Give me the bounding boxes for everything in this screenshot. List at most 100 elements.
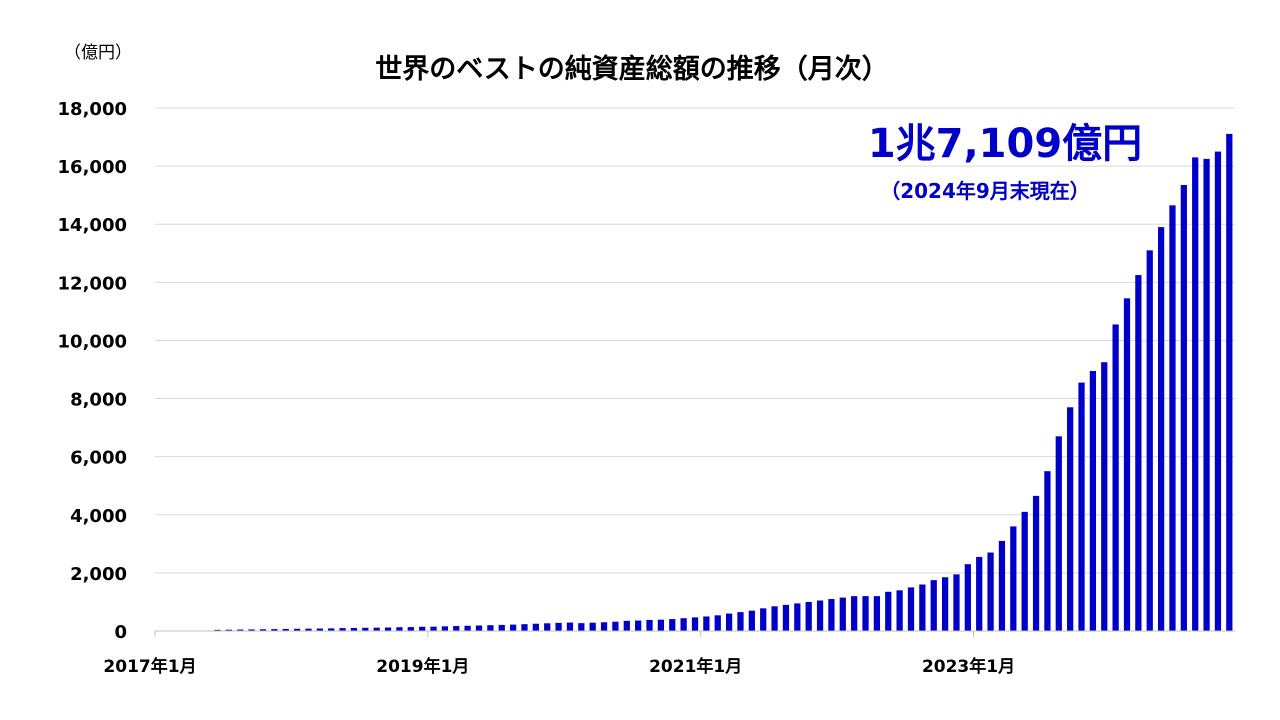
y-tick-label: 2,000 [70, 564, 127, 585]
bar [600, 622, 608, 631]
bar [851, 596, 858, 631]
bar [1180, 184, 1187, 631]
bar [953, 574, 960, 631]
gridlines [155, 107, 1235, 574]
bar [237, 629, 244, 631]
bar [828, 599, 835, 631]
annotation-value: 1兆7,109億円 [868, 121, 1142, 167]
bar [1226, 133, 1233, 632]
bar [930, 580, 937, 631]
bar [362, 627, 369, 631]
y-tick-label: 4,000 [70, 506, 127, 527]
bar [578, 623, 585, 631]
bar [919, 584, 926, 631]
bar [384, 627, 392, 631]
bar [623, 620, 630, 631]
bar [612, 621, 619, 631]
bar [907, 587, 915, 631]
bar [305, 628, 312, 631]
bar [1135, 275, 1142, 631]
bar [862, 596, 869, 631]
bar [1055, 436, 1062, 631]
bar [555, 622, 562, 631]
bar [839, 597, 846, 631]
bars [214, 133, 1233, 632]
x-tick-label: 2023年1月 [922, 656, 1015, 677]
x-axis-ticks: 2017年1月 2019年1月 2021年1月 2023年1月 [103, 631, 1015, 677]
bar [771, 606, 778, 631]
bar [544, 623, 551, 631]
bar [1146, 250, 1153, 631]
bar [1021, 511, 1028, 631]
bar [259, 629, 267, 631]
bar [293, 628, 301, 631]
bar [1010, 526, 1017, 631]
bar [680, 618, 687, 631]
bar [691, 617, 699, 631]
bar [657, 619, 665, 631]
bar [669, 619, 676, 631]
y-tick-label: 12,000 [58, 273, 127, 294]
bar [214, 629, 221, 631]
bar [396, 627, 403, 631]
bar [805, 601, 812, 631]
y-tick-label: 10,000 [58, 331, 127, 352]
bar [509, 624, 517, 631]
bar [1044, 471, 1051, 631]
bar [589, 622, 596, 631]
y-tick-label: 0 [114, 622, 127, 643]
bar [271, 629, 278, 631]
y-tick-label: 14,000 [58, 215, 127, 236]
bar [1067, 407, 1074, 631]
bar [350, 627, 358, 631]
bar [737, 612, 744, 631]
bar [1101, 362, 1108, 631]
bar [487, 625, 494, 631]
bar [1123, 298, 1131, 631]
bar [1214, 151, 1222, 632]
bar [316, 628, 323, 631]
bar [566, 622, 574, 631]
bar [407, 627, 414, 631]
bar [964, 564, 971, 631]
bar [646, 619, 653, 631]
y-axis-ticks: 0 2,000 4,000 6,000 8,000 10,000 12,000 14,000 1… [58, 99, 127, 643]
y-tick-label: 8,000 [70, 390, 127, 411]
bar [794, 603, 801, 631]
bar [816, 600, 824, 631]
bar [725, 613, 733, 631]
bar [441, 626, 449, 631]
bar [521, 624, 528, 631]
bar [225, 629, 233, 631]
bar [782, 604, 790, 631]
bar [1203, 158, 1210, 631]
bar [430, 626, 437, 631]
bar [453, 626, 460, 631]
y-tick-label: 6,000 [70, 448, 127, 469]
bar [1192, 157, 1199, 631]
x-tick-label: 2021年1月 [649, 656, 742, 677]
bar [282, 628, 289, 631]
annotation-note: （2024年9月末現在） [880, 179, 1090, 203]
bar [1089, 370, 1097, 631]
bar [987, 552, 994, 631]
bar [748, 610, 755, 631]
bar [1169, 205, 1176, 631]
bar [703, 616, 710, 631]
bar [328, 628, 335, 631]
bar [998, 540, 1006, 631]
bar [1078, 382, 1085, 631]
y-tick-label: 16,000 [58, 157, 127, 178]
bar [248, 629, 255, 631]
bar [475, 625, 483, 631]
bar [635, 620, 642, 631]
bar [976, 556, 983, 631]
chart-title: 世界のベストの純資産総額の推移（月次） [375, 53, 889, 85]
bar [532, 623, 539, 631]
bar [873, 596, 881, 631]
x-tick-label: 2019年1月 [376, 656, 469, 677]
bar [1157, 227, 1165, 631]
y-tick-label: 18,000 [58, 99, 127, 120]
bar [373, 627, 380, 631]
